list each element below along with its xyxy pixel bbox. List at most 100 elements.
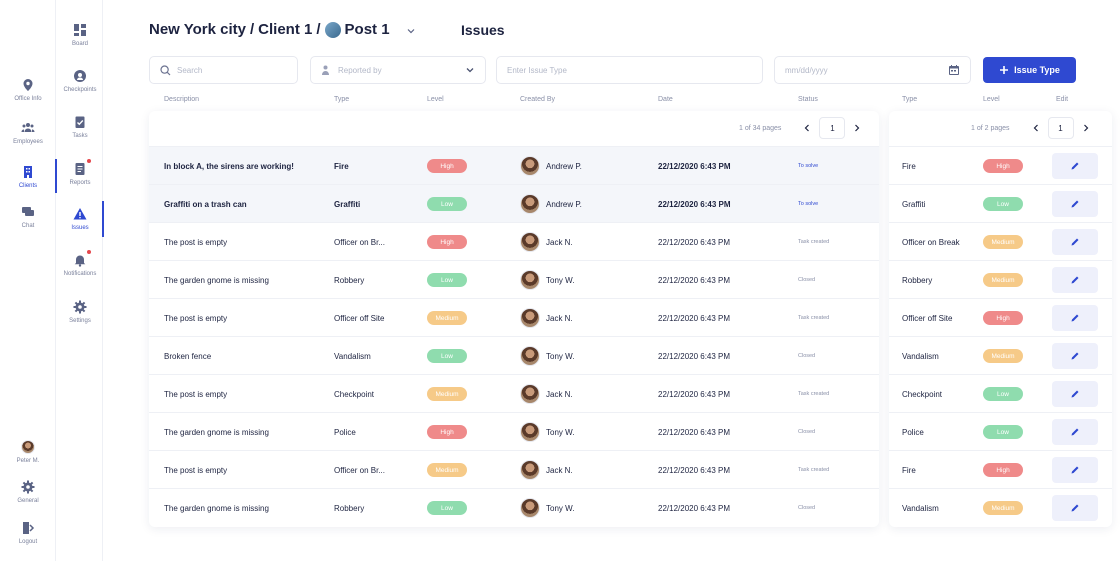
chevron-right-icon[interactable] bbox=[853, 124, 861, 132]
sidebar-item-reports[interactable]: Reports bbox=[57, 159, 103, 186]
reported-by-select[interactable]: Reported by bbox=[310, 56, 486, 84]
table-row[interactable]: In block A, the sirens are working! Fire H… bbox=[149, 146, 879, 184]
creator-name: Jack N. bbox=[546, 465, 573, 475]
cell-level: Medium bbox=[427, 375, 467, 413]
table-row[interactable]: The post is empty Checkpoint Medium Jack N.… bbox=[149, 374, 879, 412]
cell-type: Robbery bbox=[902, 275, 933, 285]
cell-created-by: Jack N. bbox=[520, 299, 573, 337]
issue-type-row[interactable]: Fire High bbox=[889, 146, 1112, 184]
sidebar-item-logout[interactable]: Logout bbox=[0, 521, 56, 545]
column-header-edit: Edit bbox=[1056, 96, 1069, 103]
breadcrumb-client[interactable]: Client 1 bbox=[258, 21, 313, 38]
edit-button[interactable] bbox=[1052, 457, 1098, 483]
column-header-description[interactable]: Description bbox=[164, 96, 200, 103]
page-number-input[interactable]: 1 bbox=[1047, 117, 1074, 139]
page-number-input[interactable]: 1 bbox=[819, 117, 846, 139]
chevron-down-icon[interactable] bbox=[406, 26, 416, 36]
sidebar-item-employees[interactable]: Employees bbox=[0, 121, 56, 145]
sidebar-item-notifications[interactable]: Notifications bbox=[57, 250, 103, 277]
sidebar-item-general[interactable]: General bbox=[0, 480, 56, 504]
column-header-status[interactable]: Status bbox=[798, 96, 818, 103]
sidebar-item-checkpoints[interactable]: Checkpoints bbox=[57, 69, 103, 93]
cell-type: Officer on Br... bbox=[334, 465, 385, 475]
cell-date: 22/12/2020 6:43 PM bbox=[658, 275, 731, 285]
table-row[interactable]: The garden gnome is missing Police High Ton… bbox=[149, 412, 879, 450]
logout-icon bbox=[23, 522, 35, 534]
table-row[interactable]: The post is empty Officer on Br... Medium J… bbox=[149, 450, 879, 488]
edit-button[interactable] bbox=[1052, 305, 1098, 331]
sidebar-item-clients[interactable]: Clients bbox=[0, 159, 57, 193]
chevron-left-icon[interactable] bbox=[1032, 124, 1040, 132]
edit-button[interactable] bbox=[1052, 495, 1098, 521]
sidebar-item-label: Notifications bbox=[63, 271, 97, 277]
column-header-type[interactable]: Type bbox=[902, 96, 918, 103]
cell-level: Low bbox=[983, 185, 1023, 223]
edit-button[interactable] bbox=[1052, 419, 1098, 445]
edit-button[interactable] bbox=[1052, 343, 1098, 369]
issue-type-row[interactable]: Officer on Break Medium bbox=[889, 222, 1112, 260]
cell-created-by: Jack N. bbox=[520, 223, 573, 261]
location-pin-icon bbox=[23, 79, 33, 91]
table-row[interactable]: The post is empty Officer on Br... High Jac… bbox=[149, 222, 879, 260]
column-header-type[interactable]: Type bbox=[334, 96, 350, 103]
breadcrumb-post[interactable]: Post 1 bbox=[344, 21, 390, 38]
table-row[interactable]: The post is empty Officer off Site Medium J… bbox=[149, 298, 879, 336]
issue-type-placeholder: Enter Issue Type bbox=[507, 65, 567, 75]
sidebar-item-settings[interactable]: Settings bbox=[57, 300, 103, 324]
level-badge: High bbox=[427, 235, 467, 249]
bell-icon bbox=[73, 250, 91, 267]
column-header-level[interactable]: Level bbox=[427, 96, 444, 103]
table-row[interactable]: The garden gnome is missing Robbery Low Ton… bbox=[149, 488, 879, 526]
sidebar-item-label: Clients bbox=[18, 183, 38, 189]
cell-type: Graffiti bbox=[902, 199, 926, 209]
sidebar-item-tasks[interactable]: Tasks bbox=[57, 115, 103, 139]
cell-edit bbox=[1052, 147, 1098, 185]
calendar-icon[interactable] bbox=[948, 64, 960, 76]
table-row[interactable]: The garden gnome is missing Robbery Low Ton… bbox=[149, 260, 879, 298]
sidebar-item-label: Reports bbox=[69, 180, 91, 186]
sidebar-item-office-info[interactable]: Office Info bbox=[0, 78, 56, 102]
issue-type-row[interactable]: Police Low bbox=[889, 412, 1112, 450]
issue-types-pagination: 1 of 2 pages 1 bbox=[971, 117, 1090, 139]
issue-type-row[interactable]: Robbery Medium bbox=[889, 260, 1112, 298]
chevron-right-icon[interactable] bbox=[1082, 124, 1090, 132]
person-icon bbox=[322, 65, 329, 75]
cell-created-by: Tony W. bbox=[520, 413, 574, 451]
level-badge: Medium bbox=[427, 387, 467, 401]
table-row[interactable]: Graffiti on a trash can Graffiti Low Andrew… bbox=[149, 184, 879, 222]
issue-type-row[interactable]: Fire High bbox=[889, 450, 1112, 488]
sidebar-item-board[interactable]: Board bbox=[57, 23, 103, 47]
date-input[interactable]: mm/dd/yyyy bbox=[774, 56, 971, 84]
cell-level: Low bbox=[427, 185, 467, 223]
sidebar-item-issues[interactable]: Issues bbox=[57, 201, 104, 237]
search-input[interactable]: Search bbox=[149, 56, 298, 84]
table-row[interactable]: Broken fence Vandalism Low Tony W. 22/12/202… bbox=[149, 336, 879, 374]
chevron-left-icon[interactable] bbox=[803, 124, 811, 132]
issue-type-row[interactable]: Vandalism Medium bbox=[889, 488, 1112, 526]
sidebar-item-profile[interactable]: Peter M. bbox=[0, 440, 56, 464]
edit-button[interactable] bbox=[1052, 153, 1098, 179]
level-badge: Low bbox=[983, 425, 1023, 439]
issue-type-row[interactable]: Graffiti Low bbox=[889, 184, 1112, 222]
level-badge: Medium bbox=[427, 311, 467, 325]
cell-type: Graffiti bbox=[334, 199, 361, 209]
issue-type-row[interactable]: Checkpoint Low bbox=[889, 374, 1112, 412]
issues-pagination: 1 of 34 pages 1 bbox=[739, 117, 861, 139]
sidebar-item-label: Issues bbox=[71, 225, 89, 231]
column-header-level[interactable]: Level bbox=[983, 96, 1000, 103]
issue-type-row[interactable]: Officer off Site High bbox=[889, 298, 1112, 336]
pencil-icon bbox=[1071, 276, 1079, 284]
column-header-date[interactable]: Date bbox=[658, 96, 673, 103]
edit-button[interactable] bbox=[1052, 229, 1098, 255]
add-issue-type-button[interactable]: Issue Type bbox=[983, 57, 1076, 83]
issue-type-row[interactable]: Vandalism Medium bbox=[889, 336, 1112, 374]
column-header-created-by[interactable]: Created By bbox=[520, 96, 556, 103]
sidebar-item-chat[interactable]: Chat bbox=[0, 205, 56, 229]
edit-button[interactable] bbox=[1052, 191, 1098, 217]
building-icon bbox=[24, 166, 32, 178]
cell-type: Vandalism bbox=[334, 351, 371, 361]
edit-button[interactable] bbox=[1052, 381, 1098, 407]
breadcrumb-city[interactable]: New York city bbox=[149, 21, 246, 38]
edit-button[interactable] bbox=[1052, 267, 1098, 293]
issue-type-input[interactable]: Enter Issue Type bbox=[496, 56, 763, 84]
